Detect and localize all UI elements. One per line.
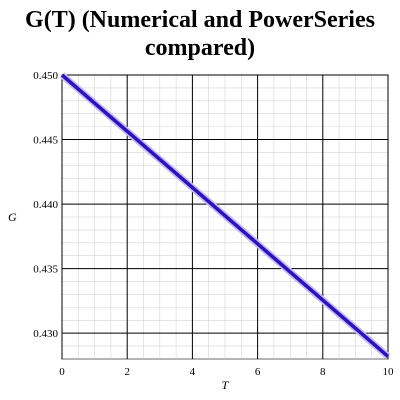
x-axis-ticks: 0 2 4 6 8 10: [59, 366, 394, 378]
chart-title: G(T) (Numerical and PowerSeries compared…: [0, 6, 400, 62]
x-tick-label: 2: [124, 366, 130, 378]
x-tick-label: 10: [383, 366, 395, 378]
x-tick-label: 6: [255, 366, 261, 378]
y-tick-label: 0.440: [33, 199, 58, 211]
y-axis-ticks: 0.430 0.435 0.440 0.445 0.450: [33, 70, 58, 340]
y-tick-label: 0.430: [33, 328, 58, 340]
y-tick-label: 0.450: [33, 70, 58, 82]
y-tick-label: 0.445: [33, 135, 58, 147]
x-tick-label: 4: [190, 366, 196, 378]
major-grid: [61, 74, 389, 359]
x-tick-label: 8: [320, 366, 326, 378]
series-line-2: [60, 73, 390, 358]
chart-title-line2: compared): [144, 35, 256, 61]
x-tick-label: 0: [59, 366, 65, 378]
y-axis-label: G: [8, 210, 17, 224]
x-axis-label: T: [222, 378, 230, 392]
y-tick-label: 0.435: [33, 264, 58, 276]
chart-title-line1: G(T) (Numerical and PowerSeries: [25, 7, 375, 33]
series-layer: [59, 72, 391, 360]
